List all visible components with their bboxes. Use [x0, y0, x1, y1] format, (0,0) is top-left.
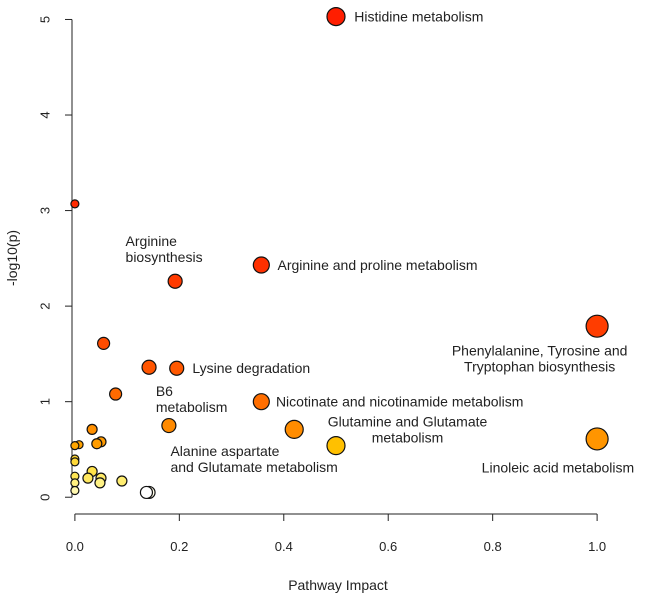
y-axis-title: -log10(p) [4, 230, 20, 286]
pathway-point [326, 436, 346, 456]
pathway-label: and Glutamate metabolism [170, 459, 337, 475]
pathway-point [70, 485, 80, 496]
y-tick-label: 4 [37, 111, 52, 118]
axes: 0.0 0.2 0.4 0.6 0.8 1.0 0 1 2 3 4 5 [37, 16, 606, 554]
x-axis-title: Pathway Impact [288, 577, 388, 593]
y-tick-label: 0 [37, 494, 52, 501]
pathway-label: Arginine [126, 233, 178, 249]
pathway-label: Lysine degradation [192, 360, 310, 376]
pathway-point [169, 360, 185, 376]
y-tick-label: 3 [37, 207, 52, 214]
pathway-label: B6 [156, 383, 173, 399]
pathway-label: Linoleic acid metabolism [482, 460, 635, 476]
pathway-point [284, 419, 304, 439]
pathway-point [70, 199, 80, 209]
y-axis-ticks: 0 1 2 3 4 5 [37, 16, 72, 501]
pathway-label: biosynthesis [126, 249, 203, 265]
pathway-label: Phenylalanine, Tyrosine and [452, 343, 628, 359]
pathway-point [94, 477, 106, 489]
x-tick-label: 0.8 [484, 539, 502, 554]
data-points [70, 6, 609, 500]
pathway-point [585, 314, 609, 338]
pathway-point [252, 256, 270, 274]
pathway-label: Arginine and proline metabolism [278, 257, 478, 273]
x-axis-ticks: 0.0 0.2 0.4 0.6 0.8 1.0 [66, 514, 606, 554]
pathway-point [141, 359, 157, 375]
pathway-point [91, 438, 103, 450]
pathway-point [97, 336, 111, 350]
x-tick-label: 0.4 [275, 539, 293, 554]
pathway-labels: Histidine metabolism Arginine and proline… [126, 9, 635, 476]
pathway-point [585, 427, 609, 451]
pathway-label: metabolism [156, 399, 228, 415]
x-tick-label: 0.2 [170, 539, 188, 554]
pathway-label: Histidine metabolism [354, 9, 483, 25]
pathway-point [116, 475, 128, 487]
pathway-label: metabolism [372, 429, 444, 445]
pathway-point [82, 472, 94, 484]
pathway-point [70, 478, 80, 488]
pathway-point [70, 441, 80, 451]
pathway-point [139, 485, 154, 500]
pathway-point [252, 393, 270, 411]
pathway-label: Nicotinate and nicotinamide metabolism [276, 394, 523, 410]
pathway-point [109, 387, 123, 401]
pathway-label: Tryptophan biosynthesis [464, 359, 615, 375]
pathway-label: Glutamine and Glutamate [328, 413, 488, 429]
y-tick-label: 1 [37, 398, 52, 405]
x-tick-label: 1.0 [588, 539, 606, 554]
x-tick-label: 0.0 [66, 539, 84, 554]
pathway-label: Alanine aspartate [170, 443, 279, 459]
pathway-point [161, 417, 177, 434]
pathway-point [70, 457, 80, 467]
x-tick-label: 0.6 [379, 539, 397, 554]
y-tick-label: 2 [37, 303, 52, 310]
pathway-point [326, 6, 346, 27]
y-tick-label: 5 [37, 16, 52, 23]
pathway-point [167, 273, 183, 289]
pathway-point [86, 423, 98, 435]
